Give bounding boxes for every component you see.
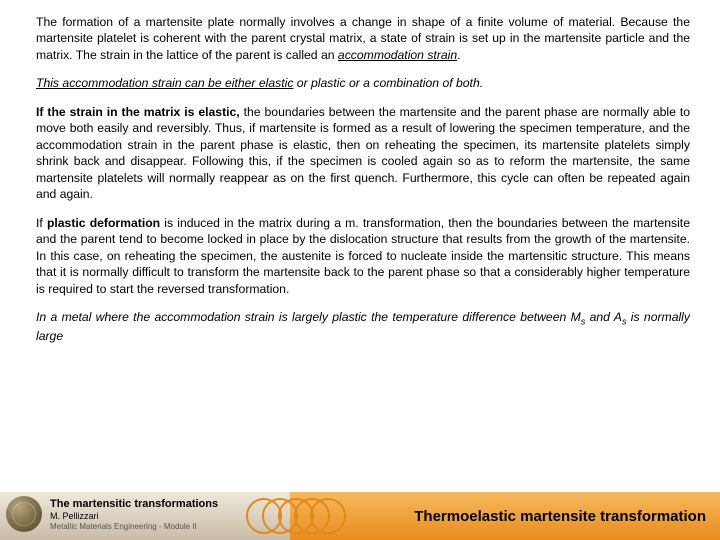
paragraph-5: In a metal where the accommodation strai… <box>36 309 690 344</box>
p2-text-b: or plastic or a combination of both. <box>293 76 483 90</box>
p5-b: and A <box>585 310 622 324</box>
p1-term: accommodation strain <box>338 48 457 62</box>
p1-text-c: . <box>457 48 460 62</box>
slide-footer: The martensitic transformations M. Pelli… <box>0 492 720 540</box>
paragraph-4: If plastic deformation is induced in the… <box>36 215 690 297</box>
footer-left-text-block: The martensitic transformations M. Pelli… <box>50 496 218 531</box>
p4-a: If <box>36 216 47 230</box>
p3-body: the boundaries between the martensite an… <box>36 105 690 201</box>
decorative-rings-icon <box>246 498 346 534</box>
p5-a: In a metal where the accommodation strai… <box>36 310 581 324</box>
slide-body: The formation of a martensite plate norm… <box>0 0 720 344</box>
footer-subline: Metallic Materials Engineering - Module … <box>50 522 218 531</box>
footer-author: M. Pellizzari <box>50 511 218 521</box>
paragraph-3: If the strain in the matrix is elastic, … <box>36 104 690 203</box>
footer-right-title: Thermoelastic martensite transformation <box>304 508 706 525</box>
footer-right-panel: Thermoelastic martensite transformation <box>290 492 720 540</box>
p4-term: plastic deformation <box>47 216 160 230</box>
paragraph-1: The formation of a martensite plate norm… <box>36 14 690 63</box>
footer-left-title: The martensitic transformations <box>50 498 218 510</box>
university-seal-icon <box>6 496 42 532</box>
p3-lead: If the strain in the matrix is elastic, <box>36 105 240 119</box>
paragraph-2: This accommodation strain can be either … <box>36 75 690 91</box>
p2-text-a: This accommodation strain can be either … <box>36 76 293 90</box>
ring-icon <box>310 498 346 534</box>
